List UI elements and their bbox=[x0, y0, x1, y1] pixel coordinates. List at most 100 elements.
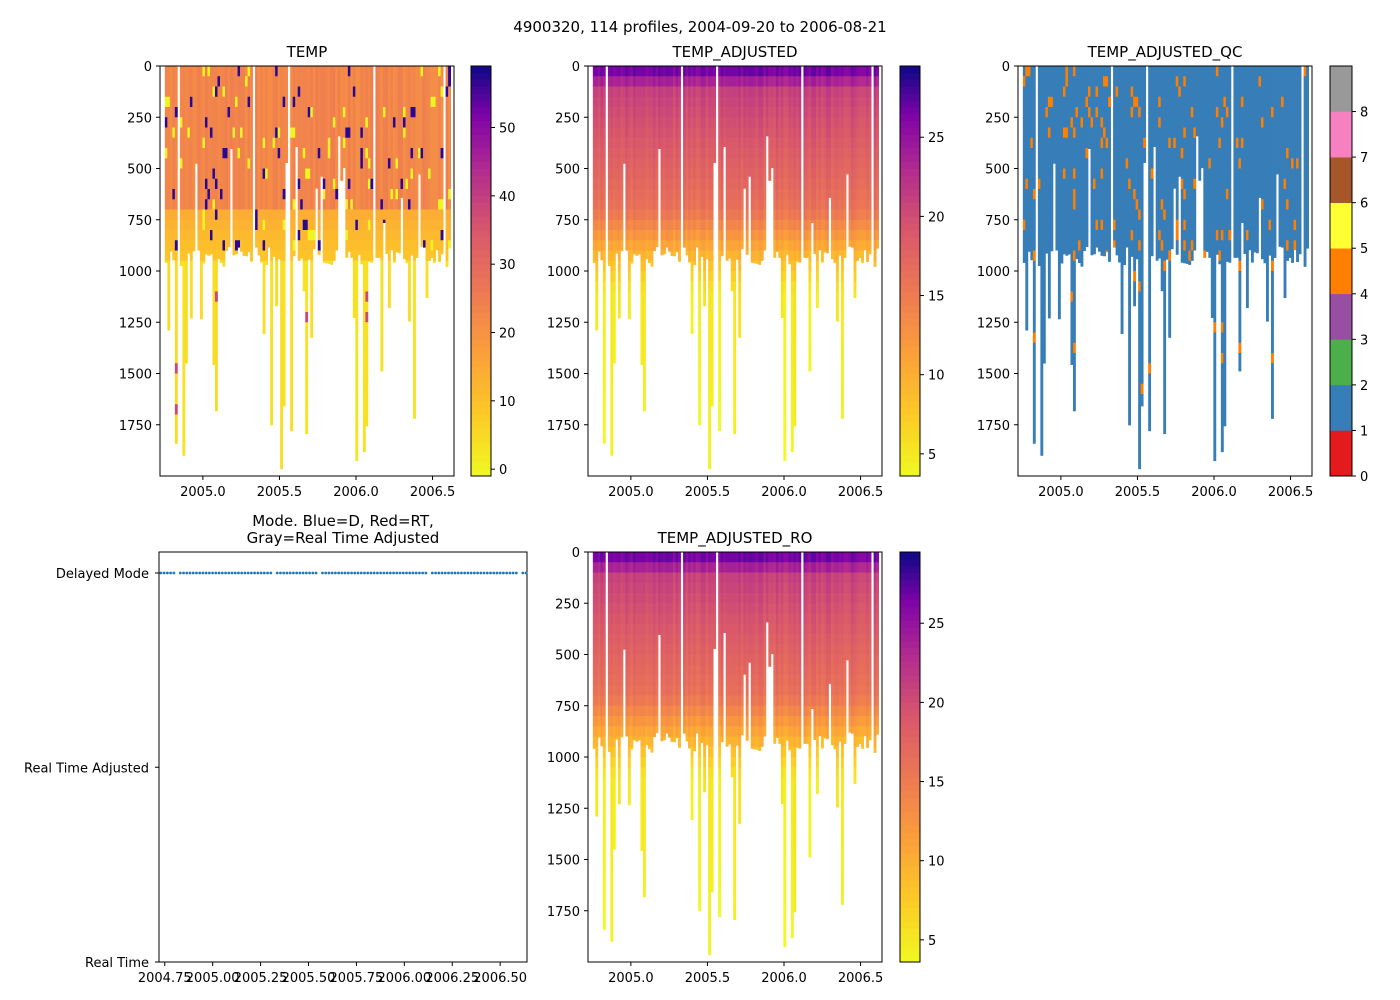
temp_adj-cell bbox=[612, 66, 616, 77]
temp_adj-cell bbox=[820, 230, 824, 241]
temp_adj-cell bbox=[695, 117, 699, 128]
temp-cell bbox=[305, 281, 309, 292]
temp_adj-cell bbox=[710, 383, 714, 395]
temp-cell bbox=[428, 66, 431, 77]
temp-cell bbox=[260, 219, 263, 231]
temp_adj-colorbar-segment bbox=[900, 339, 920, 347]
temp_adj-cell bbox=[670, 250, 674, 256]
temp-cell bbox=[164, 199, 168, 210]
temp_adj-cell bbox=[810, 117, 814, 128]
temp_adj-cell bbox=[868, 209, 872, 221]
temp-cell bbox=[282, 291, 286, 303]
temp_adj-cell bbox=[645, 76, 649, 87]
temp_adj-cell bbox=[635, 117, 639, 128]
temp-cell bbox=[438, 240, 441, 251]
temp_adj-cell bbox=[602, 260, 606, 272]
temp-cell bbox=[413, 117, 416, 128]
temp-cell bbox=[272, 250, 276, 257]
temp_adj-cell bbox=[866, 66, 869, 77]
temp_adj-cell bbox=[640, 271, 644, 282]
temp-cell bbox=[197, 209, 201, 221]
temp_adj-cell bbox=[642, 291, 646, 303]
temp-cell bbox=[325, 260, 329, 264]
temp_adj-cell bbox=[745, 219, 749, 231]
temp_adj-cell bbox=[783, 353, 787, 364]
temp_adj-cell bbox=[866, 168, 869, 180]
temp-cell bbox=[352, 148, 356, 159]
temp_adj-cell bbox=[808, 86, 812, 98]
temp_qc-cell bbox=[1040, 158, 1044, 169]
temp-cell bbox=[182, 199, 186, 210]
temp_adj-cell bbox=[790, 424, 794, 436]
temp_adj-cell bbox=[673, 209, 676, 221]
temp_adj-cell bbox=[725, 230, 729, 241]
temp-cell bbox=[415, 158, 419, 169]
temp-cell bbox=[219, 158, 223, 169]
temp-cell bbox=[167, 107, 171, 118]
temp_adj-cell bbox=[703, 86, 707, 98]
temp_adj-cell bbox=[795, 66, 799, 77]
temp-cell bbox=[362, 342, 366, 354]
temp_adj-cell bbox=[660, 86, 664, 98]
temp-cell bbox=[425, 96, 429, 108]
temp_adj-cell bbox=[823, 148, 827, 159]
temp_adj-cell bbox=[748, 168, 752, 177]
temp-cell bbox=[197, 240, 201, 251]
temp_qc-cell bbox=[1027, 137, 1031, 149]
temp-cell bbox=[435, 189, 439, 200]
temp-cell bbox=[267, 117, 271, 128]
temp-cell bbox=[370, 168, 374, 180]
temp_qc-cell bbox=[1032, 332, 1036, 344]
temp_adj-cell bbox=[830, 127, 834, 139]
temp_qc-cell bbox=[1032, 107, 1036, 118]
temp-cell bbox=[423, 168, 426, 180]
temp-cell bbox=[280, 137, 284, 149]
temp-cell bbox=[302, 137, 306, 149]
temp_adj-cell bbox=[607, 219, 611, 231]
temp_adj-cell bbox=[592, 230, 596, 241]
temp_adj-cell bbox=[600, 107, 604, 118]
temp-cell bbox=[387, 271, 391, 282]
temp_adj-cell bbox=[818, 240, 822, 251]
temp_adj-cell bbox=[758, 107, 762, 118]
temp_adj-cell bbox=[688, 107, 691, 118]
temp-cell bbox=[360, 260, 364, 265]
temp-cell bbox=[445, 250, 449, 262]
temp_qc-cell bbox=[1037, 189, 1041, 200]
temp-cell bbox=[272, 189, 276, 200]
temp_adj-cell bbox=[830, 76, 834, 87]
temp_adj-cell bbox=[808, 322, 812, 333]
temp-cell bbox=[430, 96, 434, 108]
temp-cell bbox=[418, 96, 421, 108]
temp_adj-cell bbox=[602, 342, 606, 354]
temp_adj-cell bbox=[836, 199, 839, 210]
temp_adj-ytick-label: 750 bbox=[555, 214, 580, 229]
temp_adj-cell bbox=[670, 168, 674, 180]
temp_adj-cell bbox=[695, 219, 699, 231]
temp-cell bbox=[352, 127, 356, 139]
temp-cell bbox=[307, 250, 311, 260]
temp_adj-cell bbox=[625, 86, 629, 98]
temp_adj-cell bbox=[848, 230, 852, 241]
temp_adj-cell bbox=[765, 86, 769, 98]
temp_adj-cell bbox=[647, 117, 651, 128]
temp-cell bbox=[262, 107, 266, 118]
temp-cell bbox=[207, 230, 211, 241]
temp-cell bbox=[222, 250, 226, 262]
temp_adj-cell bbox=[788, 127, 792, 139]
temp-cell bbox=[237, 137, 241, 149]
temp-cell bbox=[322, 148, 326, 159]
temp-cell bbox=[167, 96, 171, 108]
temp-cell bbox=[413, 189, 416, 200]
temp-cell bbox=[408, 281, 411, 292]
temp-cell bbox=[300, 240, 304, 251]
temp_adj-cell bbox=[625, 230, 629, 241]
temp_adj-cell bbox=[595, 301, 599, 313]
temp-cell bbox=[380, 322, 384, 333]
temp_adj-cell bbox=[778, 137, 782, 149]
temp_adj-cell bbox=[612, 322, 616, 333]
temp_adj-cell bbox=[690, 127, 694, 139]
temp-cell bbox=[182, 383, 186, 395]
temp_adj-cell bbox=[650, 250, 654, 262]
temp-cell bbox=[380, 96, 384, 108]
